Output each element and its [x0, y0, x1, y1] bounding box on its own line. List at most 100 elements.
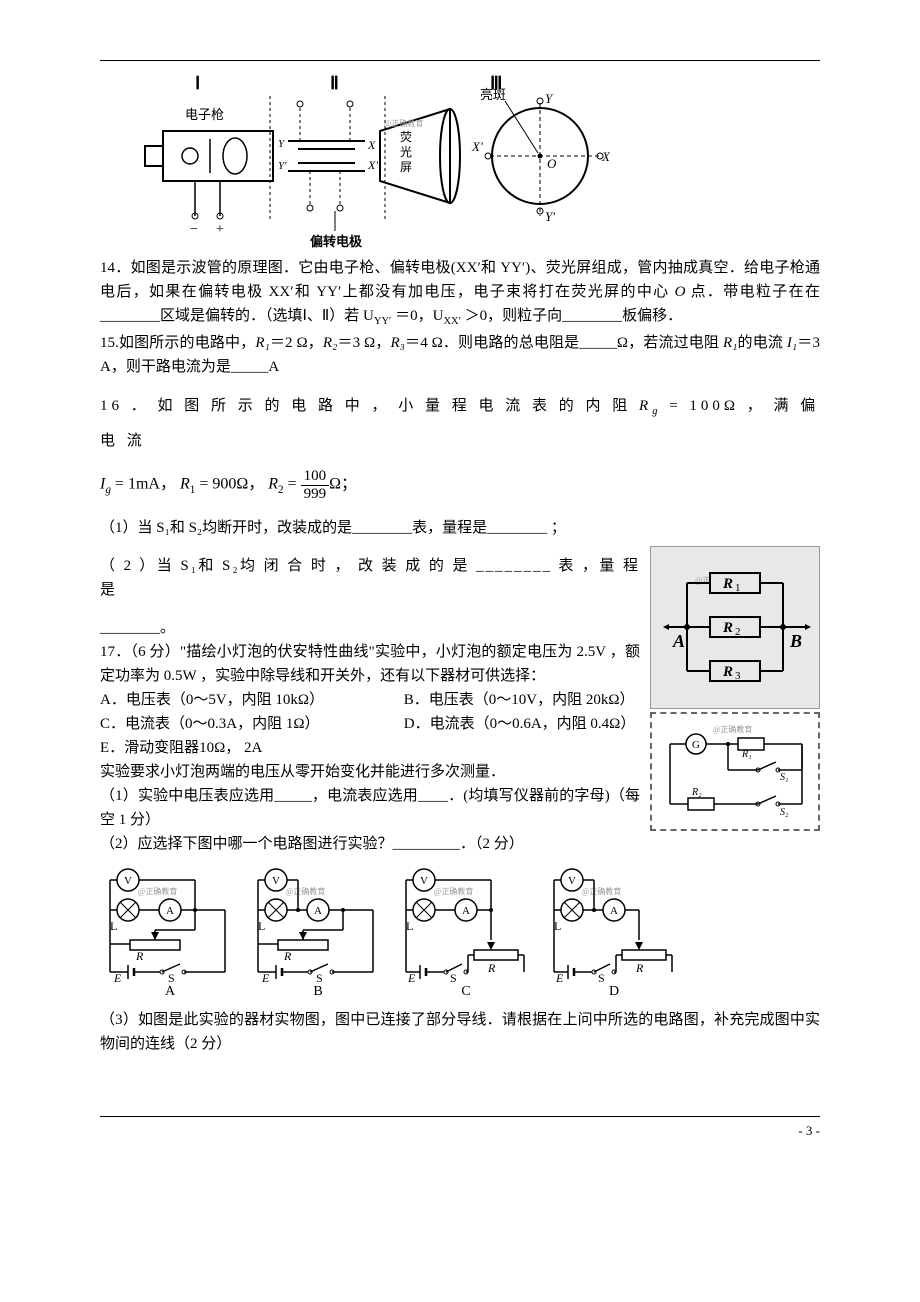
q16-rg: R — [639, 398, 652, 414]
q17-s3: （3）如图是此实验的器材实物图，图中已连接了部分导线．请根据在上问中所选的电路图… — [100, 1008, 820, 1056]
svg-text:R: R — [487, 961, 496, 975]
svg-text:S: S — [316, 971, 323, 982]
circuit-B: V A @正确教育 L — [248, 862, 388, 1000]
svg-text:A: A — [610, 905, 618, 917]
q16-den: 999 — [301, 486, 330, 503]
svg-text:@正确教育: @正确教育 — [434, 886, 473, 896]
q17-optD: D．电流表（0～0.6A，内阻 0.4Ω） — [404, 716, 636, 732]
svg-text:S: S — [168, 971, 175, 982]
parallel-resistors-figure: @正确教育 R1 R2 — [650, 546, 820, 709]
svg-text:X: X — [601, 149, 610, 164]
q17-optA: A．电压表（0～5V，内阻 10kΩ） — [100, 688, 400, 712]
svg-text:光: 光 — [400, 145, 412, 159]
q16-frac: 100999 — [301, 468, 330, 502]
svg-text:L: L — [258, 919, 265, 933]
svg-text:Y': Y' — [278, 160, 287, 172]
svg-text:S₁: S₁ — [780, 772, 788, 783]
q16-1a: 16 ． 如 图 所 示 的 电 路 中 ， 小 量 程 电 流 表 的 内 阻 — [100, 398, 639, 414]
top-rule — [100, 60, 820, 61]
svg-text:E: E — [113, 971, 122, 982]
svg-text:X: X — [367, 138, 376, 152]
q15-r3: R₃ — [390, 335, 404, 351]
page-number: - 3 - — [100, 1123, 820, 1139]
circuit-options: V A @正确教育 L — [100, 862, 820, 1000]
svg-text:R₂: R₂ — [691, 787, 702, 798]
svg-text:L: L — [554, 919, 561, 933]
q15-r1b: R₁ — [723, 335, 737, 351]
svg-text:Y: Y — [278, 138, 286, 150]
q14-text-d: ＞0，则粒子向________板偏移． — [461, 308, 682, 324]
svg-text:+: + — [216, 222, 224, 237]
svg-text:L: L — [406, 919, 413, 933]
q14-O: O — [675, 284, 686, 300]
q16-sub1: （1）当 S₁和 S₂均断开时，改装成的是________表，量程是______… — [100, 516, 820, 540]
svg-text:V: V — [124, 875, 132, 887]
q16-num: 100 — [301, 468, 330, 486]
svg-text:A: A — [462, 905, 470, 917]
svg-text:A: A — [166, 905, 174, 917]
svg-text:R: R — [722, 576, 733, 592]
galvanometer-circuit-figure: @正确教育 G R₁ — [650, 712, 820, 831]
q15-r2: R₂ — [323, 335, 337, 351]
svg-text:2: 2 — [735, 626, 741, 638]
q16-r2eq: = — [284, 476, 301, 493]
q16-formula: Ig = 1mA， R1 = 900Ω， R2 = 100999Ω； — [100, 468, 820, 502]
q14-yy: YY′ — [374, 316, 391, 327]
svg-text:B: B — [789, 631, 802, 651]
circuit-label-C: C — [396, 984, 536, 1000]
svg-text:荧: 荧 — [400, 130, 412, 144]
svg-text:Y': Y' — [545, 209, 555, 224]
svg-text:V: V — [272, 875, 280, 887]
svg-text:1: 1 — [735, 582, 741, 594]
svg-text:Y: Y — [545, 91, 554, 106]
q17-s2: （2）应选择下图中哪一个电路图进行实验？_________．（2 分） — [100, 832, 820, 856]
question-14: 14．如图是示波管的原理图．它由电子枪、偏转电极(XX′和 YY′)、荧光屏组成… — [100, 256, 820, 331]
svg-text:L: L — [110, 919, 117, 933]
circuit-label-A: A — [100, 984, 240, 1000]
svg-text:@正确教育: @正确教育 — [384, 118, 423, 128]
svg-text:S: S — [450, 971, 457, 982]
svg-text:R: R — [283, 949, 292, 963]
svg-text:Ⅰ: Ⅰ — [195, 73, 200, 93]
svg-text:亮斑: 亮斑 — [480, 87, 506, 102]
q15-eq1: ＝2 Ω， — [270, 335, 323, 351]
q15-eq3: ＝4 Ω．则电路的总电阻是_____Ω，若流过电阻 — [405, 335, 723, 351]
q15-a: 15.如图所示的电路中， — [100, 335, 255, 351]
svg-text:A: A — [314, 905, 322, 917]
svg-text:@正确教育: @正确教育 — [138, 886, 177, 896]
svg-text:@正确教育: @正确教育 — [286, 886, 325, 896]
q16-r1: R — [180, 476, 190, 493]
q16-unit: Ω； — [329, 476, 357, 493]
q14-text-c: ＝0，U — [391, 308, 443, 324]
svg-text:V: V — [420, 875, 428, 887]
svg-text:R: R — [135, 949, 144, 963]
footer-rule — [100, 1116, 820, 1117]
svg-text:3: 3 — [735, 670, 741, 682]
q16-r2: R — [268, 476, 278, 493]
oscilloscope-diagram: Ⅰ Ⅱ Ⅲ 电子枪 − + Y Y' X X' — [140, 71, 820, 256]
q17-optC: C．电流表（0～0.3A，内阻 1Ω） — [100, 712, 400, 736]
svg-text:X': X' — [367, 158, 378, 172]
circuit-label-D: D — [544, 984, 684, 1000]
svg-text:R: R — [722, 620, 733, 636]
circuit-A: V A @正确教育 L — [100, 862, 240, 1000]
svg-text:R: R — [635, 961, 644, 975]
svg-text:X': X' — [471, 139, 483, 154]
svg-text:屏: 屏 — [400, 160, 412, 174]
svg-text:E: E — [555, 971, 564, 982]
svg-text:E: E — [407, 971, 416, 982]
svg-text:S: S — [598, 971, 605, 982]
svg-text:Ⅱ: Ⅱ — [330, 73, 339, 93]
q15-i1: I₁ — [787, 335, 797, 351]
svg-text:电子枪: 电子枪 — [185, 107, 224, 122]
svg-text:−: − — [190, 222, 198, 237]
svg-text:@正确教育: @正确教育 — [582, 886, 621, 896]
svg-text:G: G — [692, 739, 700, 751]
circuit-label-B: B — [248, 984, 388, 1000]
svg-text:A: A — [672, 631, 685, 651]
q15-r1: R₁ — [255, 335, 269, 351]
svg-text:E: E — [261, 971, 270, 982]
q14-xx: XX′ — [443, 316, 460, 327]
svg-text:V: V — [568, 875, 576, 887]
q16-r1eq: = 900Ω， — [195, 476, 264, 493]
